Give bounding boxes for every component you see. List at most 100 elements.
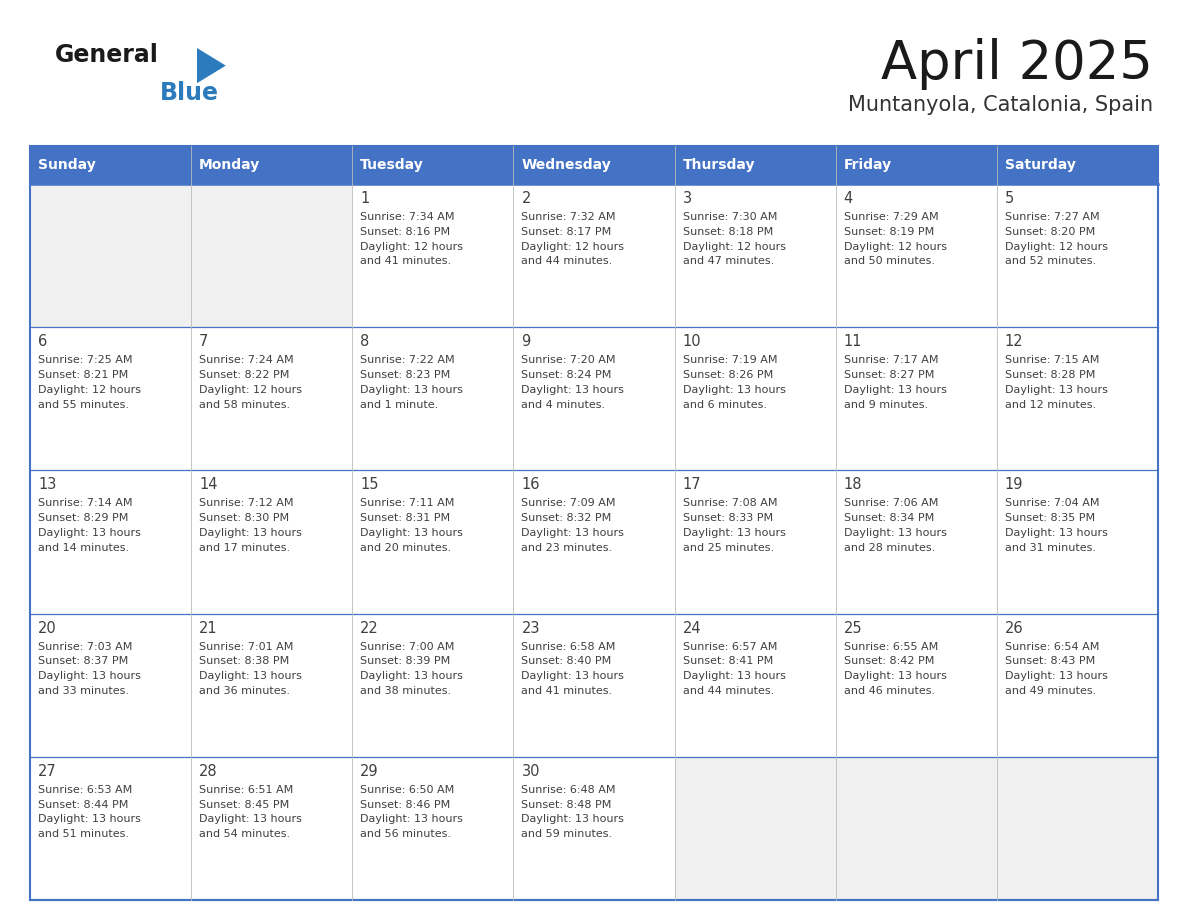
Text: Daylight: 13 hours: Daylight: 13 hours: [360, 385, 463, 395]
Text: Sunrise: 6:55 AM: Sunrise: 6:55 AM: [843, 642, 939, 652]
Text: Daylight: 13 hours: Daylight: 13 hours: [843, 385, 947, 395]
Text: 3: 3: [683, 191, 691, 206]
Text: 25: 25: [843, 621, 862, 635]
Text: 12: 12: [1005, 334, 1024, 349]
Text: Sunset: 8:41 PM: Sunset: 8:41 PM: [683, 656, 773, 666]
Text: Sunrise: 7:09 AM: Sunrise: 7:09 AM: [522, 498, 617, 509]
Text: 14: 14: [200, 477, 217, 492]
Text: Daylight: 13 hours: Daylight: 13 hours: [38, 528, 141, 538]
Bar: [191, 146, 353, 184]
Text: Sunset: 8:32 PM: Sunset: 8:32 PM: [522, 513, 612, 523]
Bar: [675, 184, 835, 327]
Bar: [997, 184, 1158, 327]
Text: Sunrise: 6:58 AM: Sunrise: 6:58 AM: [522, 642, 615, 652]
Text: and 4 minutes.: and 4 minutes.: [522, 399, 606, 409]
Bar: [835, 756, 997, 900]
Bar: [30, 184, 191, 327]
Text: Daylight: 12 hours: Daylight: 12 hours: [38, 385, 141, 395]
Text: Sunset: 8:38 PM: Sunset: 8:38 PM: [200, 656, 290, 666]
Text: Sunrise: 7:29 AM: Sunrise: 7:29 AM: [843, 212, 939, 222]
Bar: [513, 184, 675, 327]
Text: Sunday: Sunday: [38, 158, 96, 172]
Text: Sunset: 8:46 PM: Sunset: 8:46 PM: [360, 800, 450, 810]
Bar: [353, 613, 513, 756]
Text: 5: 5: [1005, 191, 1015, 206]
Text: and 41 minutes.: and 41 minutes.: [360, 256, 451, 266]
Text: and 52 minutes.: and 52 minutes.: [1005, 256, 1097, 266]
Bar: [353, 756, 513, 900]
Bar: [353, 184, 513, 327]
Text: Daylight: 12 hours: Daylight: 12 hours: [360, 241, 463, 252]
Text: 30: 30: [522, 764, 541, 778]
Text: Sunrise: 7:01 AM: Sunrise: 7:01 AM: [200, 642, 293, 652]
Text: and 58 minutes.: and 58 minutes.: [200, 399, 290, 409]
Text: Sunset: 8:27 PM: Sunset: 8:27 PM: [843, 370, 934, 380]
Text: Daylight: 13 hours: Daylight: 13 hours: [360, 671, 463, 681]
Text: 27: 27: [38, 764, 57, 778]
Text: Sunrise: 7:00 AM: Sunrise: 7:00 AM: [360, 642, 455, 652]
Bar: [513, 470, 675, 613]
Text: Saturday: Saturday: [1005, 158, 1076, 172]
Text: Daylight: 13 hours: Daylight: 13 hours: [522, 814, 625, 824]
Text: 15: 15: [360, 477, 379, 492]
Text: and 47 minutes.: and 47 minutes.: [683, 256, 773, 266]
Text: Sunrise: 6:48 AM: Sunrise: 6:48 AM: [522, 785, 617, 795]
Bar: [997, 756, 1158, 900]
Bar: [30, 327, 191, 470]
Text: April 2025: April 2025: [881, 38, 1154, 90]
Text: and 46 minutes.: and 46 minutes.: [843, 686, 935, 696]
Text: Daylight: 13 hours: Daylight: 13 hours: [1005, 385, 1107, 395]
Bar: [191, 613, 353, 756]
Text: Sunrise: 7:34 AM: Sunrise: 7:34 AM: [360, 212, 455, 222]
Text: and 28 minutes.: and 28 minutes.: [843, 543, 935, 553]
Text: 28: 28: [200, 764, 217, 778]
Text: Sunset: 8:44 PM: Sunset: 8:44 PM: [38, 800, 128, 810]
Text: Daylight: 13 hours: Daylight: 13 hours: [522, 528, 625, 538]
Text: Sunrise: 7:11 AM: Sunrise: 7:11 AM: [360, 498, 455, 509]
Text: 24: 24: [683, 621, 701, 635]
Text: Daylight: 13 hours: Daylight: 13 hours: [200, 814, 302, 824]
Text: and 12 minutes.: and 12 minutes.: [1005, 399, 1097, 409]
Text: Daylight: 13 hours: Daylight: 13 hours: [522, 385, 625, 395]
Text: Sunset: 8:29 PM: Sunset: 8:29 PM: [38, 513, 128, 523]
Text: Sunset: 8:22 PM: Sunset: 8:22 PM: [200, 370, 290, 380]
Text: General: General: [55, 43, 159, 67]
Text: 29: 29: [360, 764, 379, 778]
Text: Tuesday: Tuesday: [360, 158, 424, 172]
Text: and 36 minutes.: and 36 minutes.: [200, 686, 290, 696]
Text: 7: 7: [200, 334, 209, 349]
Text: Sunset: 8:21 PM: Sunset: 8:21 PM: [38, 370, 128, 380]
Text: 22: 22: [360, 621, 379, 635]
Text: Daylight: 12 hours: Daylight: 12 hours: [1005, 241, 1108, 252]
Text: 9: 9: [522, 334, 531, 349]
Text: 26: 26: [1005, 621, 1024, 635]
Text: and 33 minutes.: and 33 minutes.: [38, 686, 129, 696]
Text: 6: 6: [38, 334, 48, 349]
Text: Daylight: 13 hours: Daylight: 13 hours: [843, 671, 947, 681]
Text: and 49 minutes.: and 49 minutes.: [1005, 686, 1097, 696]
Bar: [997, 146, 1158, 184]
Text: Daylight: 13 hours: Daylight: 13 hours: [683, 385, 785, 395]
Text: and 56 minutes.: and 56 minutes.: [360, 829, 451, 839]
Text: Sunset: 8:17 PM: Sunset: 8:17 PM: [522, 227, 612, 237]
Bar: [835, 613, 997, 756]
Text: Thursday: Thursday: [683, 158, 756, 172]
Text: and 54 minutes.: and 54 minutes.: [200, 829, 290, 839]
Text: Sunset: 8:16 PM: Sunset: 8:16 PM: [360, 227, 450, 237]
Text: Sunset: 8:31 PM: Sunset: 8:31 PM: [360, 513, 450, 523]
Text: Sunset: 8:20 PM: Sunset: 8:20 PM: [1005, 227, 1095, 237]
Text: Daylight: 13 hours: Daylight: 13 hours: [38, 671, 141, 681]
Text: 8: 8: [360, 334, 369, 349]
Text: 4: 4: [843, 191, 853, 206]
Text: 1: 1: [360, 191, 369, 206]
Bar: [675, 470, 835, 613]
Text: and 59 minutes.: and 59 minutes.: [522, 829, 613, 839]
Text: 23: 23: [522, 621, 541, 635]
Bar: [30, 146, 1158, 900]
Text: Sunset: 8:37 PM: Sunset: 8:37 PM: [38, 656, 128, 666]
Text: 13: 13: [38, 477, 57, 492]
Text: Sunset: 8:40 PM: Sunset: 8:40 PM: [522, 656, 612, 666]
Bar: [353, 470, 513, 613]
Text: Sunrise: 7:14 AM: Sunrise: 7:14 AM: [38, 498, 133, 509]
Text: Blue: Blue: [160, 81, 219, 105]
